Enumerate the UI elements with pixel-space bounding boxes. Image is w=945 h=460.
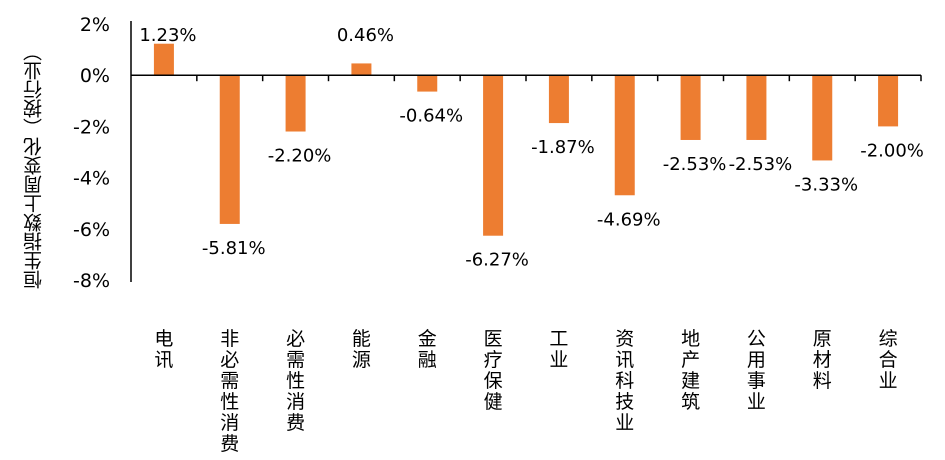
axes <box>130 21 922 282</box>
y-axis-ticks: 2% 0% -2% -4% -6% -8% <box>73 14 110 292</box>
category-label: 综合业 <box>879 328 898 392</box>
category-label: 工业 <box>549 328 568 371</box>
category-label: 医疗保健 <box>484 328 503 413</box>
data-label: -3.33% <box>794 174 858 195</box>
bar <box>812 75 833 161</box>
bar <box>417 75 438 92</box>
bar <box>351 63 372 76</box>
category-label: 非必需性消费 <box>220 328 239 455</box>
y-tick-label: -4% <box>73 168 110 190</box>
category-label: 电讯 <box>154 328 173 371</box>
data-label: -2.20% <box>268 146 332 167</box>
data-label: -0.64% <box>399 106 463 127</box>
category-label: 公用事业 <box>747 328 766 413</box>
y-tick-label: -8% <box>73 270 110 292</box>
y-tick-label: -2% <box>73 116 110 138</box>
data-label: -2.00% <box>860 140 924 161</box>
bar <box>153 43 174 76</box>
bar <box>483 75 504 236</box>
category-label: 地产建筑 <box>681 328 700 413</box>
data-label: -4.69% <box>597 209 661 230</box>
data-label: -1.87% <box>531 137 595 158</box>
bar <box>548 75 569 124</box>
bar <box>614 75 635 196</box>
y-tick-label: 2% <box>80 14 110 36</box>
bars <box>153 43 899 236</box>
bar <box>746 75 767 140</box>
data-label: 0.46% <box>337 25 394 46</box>
y-tick-label: -6% <box>73 219 110 241</box>
data-label: 1.23% <box>139 25 196 46</box>
bar <box>878 75 899 127</box>
data-label: -6.27% <box>465 250 529 271</box>
bar <box>680 75 701 140</box>
bar <box>285 75 306 132</box>
category-label: 资讯科技业 <box>615 328 634 434</box>
category-label: 原材料 <box>813 328 832 392</box>
category-labels: 电讯 非必需性消费 必需性消费 能源 金融 医疗保健 工业 资讯科技业 地产建筑 公用事业 原材料 综… <box>154 328 897 455</box>
data-label: -2.53% <box>663 154 727 175</box>
y-tick-label: 0% <box>80 65 110 87</box>
category-label: 能源 <box>352 328 371 371</box>
bar <box>219 75 240 224</box>
category-label: 必需性消费 <box>286 328 305 434</box>
data-label: -5.81% <box>202 238 266 259</box>
data-labels: 1.23% -5.81% -2.20% 0.46% -0.64% -6.27% -1.87%… <box>139 25 924 271</box>
data-label: -2.53% <box>729 154 793 175</box>
category-label: 金融 <box>418 328 437 371</box>
